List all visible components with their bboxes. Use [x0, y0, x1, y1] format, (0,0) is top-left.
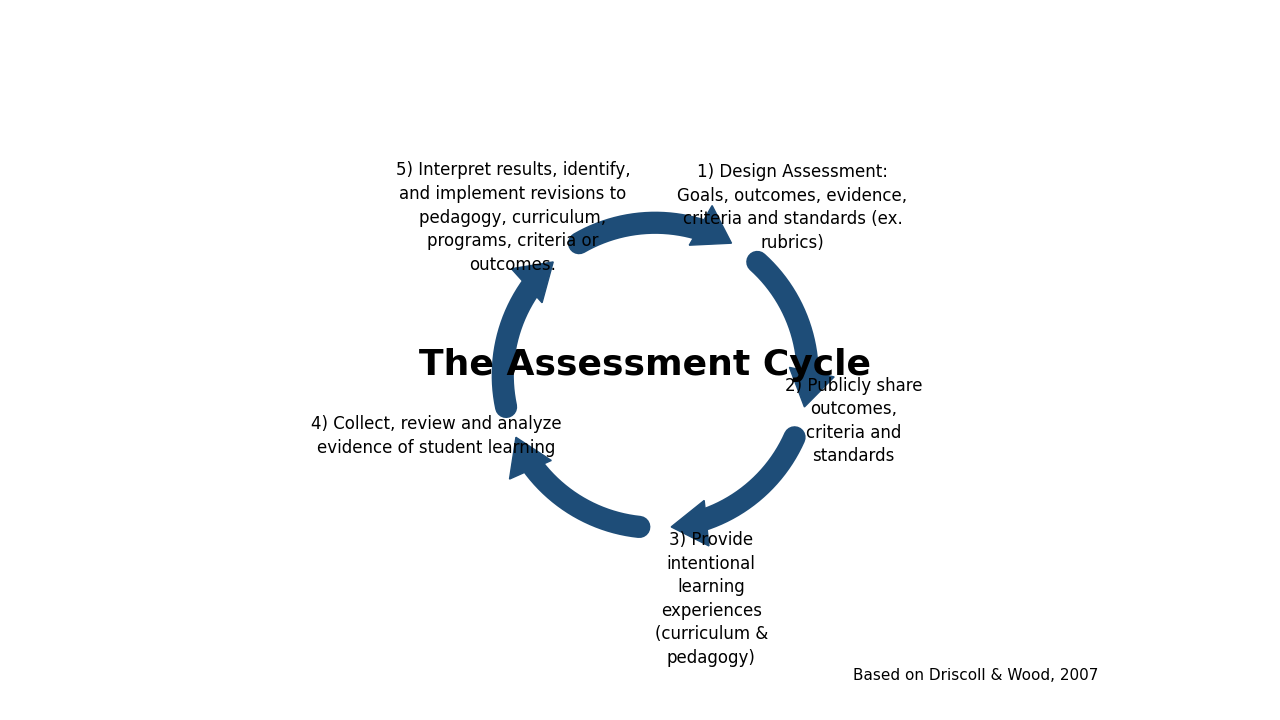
Text: The Assessment Cycle: The Assessment Cycle: [419, 348, 872, 382]
Polygon shape: [689, 206, 731, 246]
Text: 5) Interpret results, identify,
and implement revisions to
pedagogy, curriculum,: 5) Interpret results, identify, and impl…: [396, 161, 630, 274]
Text: 3) Provide
intentional
learning
experiences
(curriculum &
pedagogy): 3) Provide intentional learning experien…: [654, 531, 768, 667]
Text: 2) Publicly share
outcomes,
criteria and
standards: 2) Publicly share outcomes, criteria and…: [785, 377, 923, 465]
Text: 4) Collect, review and analyze
evidence of student learning: 4) Collect, review and analyze evidence …: [311, 415, 562, 457]
Polygon shape: [790, 367, 835, 407]
Polygon shape: [512, 262, 553, 302]
Polygon shape: [509, 437, 552, 479]
Polygon shape: [671, 500, 709, 546]
Text: 1) Design Assessment:
Goals, outcomes, evidence,
criteria and standards (ex.
rub: 1) Design Assessment: Goals, outcomes, e…: [677, 163, 908, 252]
Text: Based on Driscoll & Wood, 2007: Based on Driscoll & Wood, 2007: [854, 667, 1098, 683]
